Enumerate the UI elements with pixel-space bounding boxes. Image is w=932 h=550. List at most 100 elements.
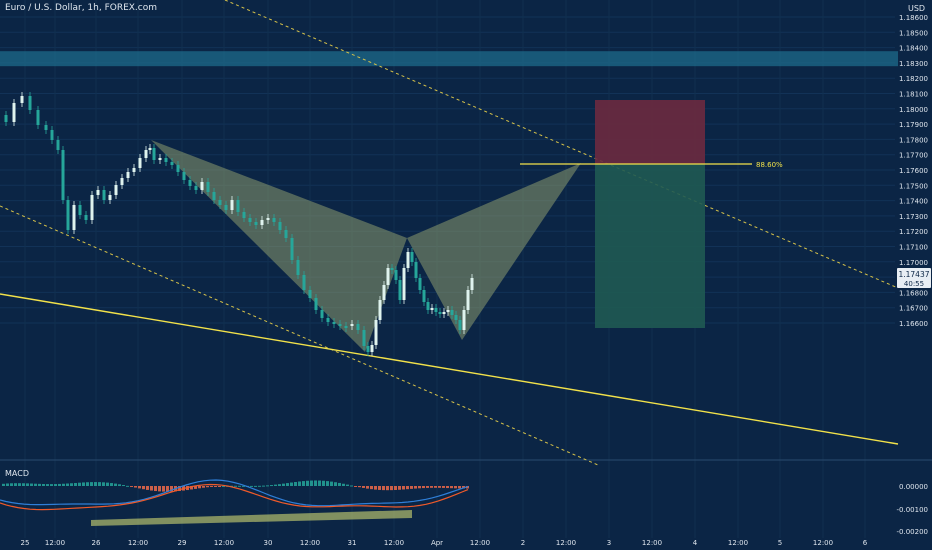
- macd-bar: [370, 486, 373, 490]
- macd-bar: [382, 486, 385, 491]
- candle: [176, 165, 180, 172]
- harmonic-pattern-right[interactable]: [407, 163, 581, 340]
- candle: [406, 252, 410, 268]
- macd-bar: [266, 485, 269, 487]
- macd-divergence-bar[interactable]: [91, 510, 412, 526]
- stop-loss-box[interactable]: [595, 100, 705, 164]
- candle: [370, 345, 374, 352]
- macd-bar: [122, 485, 125, 487]
- candle: [470, 278, 474, 290]
- macd-bar: [150, 486, 153, 491]
- candle: [164, 158, 168, 162]
- candle: [44, 125, 48, 130]
- candle: [266, 218, 270, 220]
- macd-tick-label: -0.00100: [897, 506, 928, 514]
- macd-bar: [46, 484, 49, 486]
- candle: [290, 238, 294, 260]
- candle: [108, 195, 112, 200]
- macd-bar: [14, 483, 17, 486]
- macd-bar: [306, 480, 309, 486]
- candle: [398, 280, 402, 300]
- time-tick-label: 12:00: [128, 539, 148, 547]
- candle: [278, 222, 282, 230]
- macd-bar: [230, 485, 233, 487]
- candle: [90, 195, 94, 220]
- candle: [458, 320, 462, 330]
- macd-bar: [162, 486, 165, 492]
- take-profit-box[interactable]: [595, 164, 705, 328]
- channel-lower-line[interactable]: [0, 205, 599, 466]
- price-tick-label: 1.18500: [899, 29, 928, 37]
- candle: [78, 205, 82, 215]
- macd-bar: [118, 484, 121, 486]
- candle: [366, 346, 370, 352]
- macd-bar: [346, 484, 349, 486]
- price-tick-label: 1.17500: [899, 182, 928, 190]
- macd-bar: [282, 483, 285, 486]
- channel-upper-line[interactable]: [224, 0, 899, 289]
- time-tick-label: 12:00: [470, 539, 490, 547]
- macd-bar: [402, 486, 405, 490]
- candle: [410, 252, 414, 262]
- candle: [114, 185, 118, 195]
- candle: [326, 318, 330, 322]
- macd-bar: [154, 486, 157, 492]
- macd-bar: [210, 486, 213, 487]
- macd-bar: [222, 485, 225, 487]
- support-trendline[interactable]: [0, 293, 899, 445]
- time-tick-label: 12:00: [214, 539, 234, 547]
- current-price: 1.17437: [898, 270, 929, 279]
- candle: [144, 150, 148, 158]
- candle: [224, 205, 228, 210]
- macd-bar: [294, 481, 297, 486]
- price-tick-label: 1.16800: [899, 289, 928, 297]
- macd-bar: [10, 483, 13, 486]
- symbol-title: Euro / U.S. Dollar, 1h, FOREX.com: [5, 3, 158, 13]
- macd-bar: [198, 486, 201, 489]
- candle: [338, 324, 342, 326]
- macd-bar: [338, 482, 341, 486]
- time-tick-label: 4: [693, 539, 698, 547]
- macd-bar: [42, 483, 45, 486]
- time-tick-label: 12:00: [642, 539, 662, 547]
- candle: [260, 220, 264, 225]
- macd-bar: [378, 486, 381, 490]
- candle: [212, 192, 216, 200]
- macd-bar: [114, 483, 117, 486]
- candle: [158, 158, 162, 160]
- time-tick-label: 5: [778, 539, 782, 547]
- candle: [50, 130, 54, 140]
- time-tick-label: 12:00: [813, 539, 833, 547]
- candle: [102, 190, 106, 200]
- price-tick-label: 1.17600: [899, 167, 928, 175]
- resistance-zone[interactable]: [0, 51, 898, 67]
- macd-bar: [146, 486, 149, 490]
- candle: [96, 190, 100, 195]
- macd-bar: [106, 482, 109, 486]
- macd-bar: [54, 484, 57, 486]
- macd-bar: [430, 486, 433, 488]
- macd-bar: [50, 484, 53, 486]
- macd-line: [0, 479, 469, 507]
- candle: [120, 178, 124, 185]
- candle: [332, 322, 336, 324]
- candle: [12, 103, 16, 122]
- candle: [426, 302, 430, 310]
- candle: [302, 275, 306, 290]
- candle: [272, 218, 276, 222]
- price-tick-label: 1.17200: [899, 228, 928, 236]
- candle: [344, 326, 348, 328]
- macd-bar: [422, 486, 425, 489]
- macd-bar: [138, 486, 141, 489]
- macd-bar: [70, 483, 73, 486]
- macd-bar: [74, 482, 77, 486]
- macd-tick-label: 0.00000: [899, 483, 928, 491]
- macd-bar: [38, 483, 41, 486]
- time-tick-label: 6: [863, 539, 868, 547]
- macd-bar: [434, 486, 437, 488]
- macd-bar: [178, 486, 181, 492]
- macd-bar: [166, 486, 169, 492]
- candle: [314, 298, 318, 310]
- macd-bar: [366, 486, 369, 489]
